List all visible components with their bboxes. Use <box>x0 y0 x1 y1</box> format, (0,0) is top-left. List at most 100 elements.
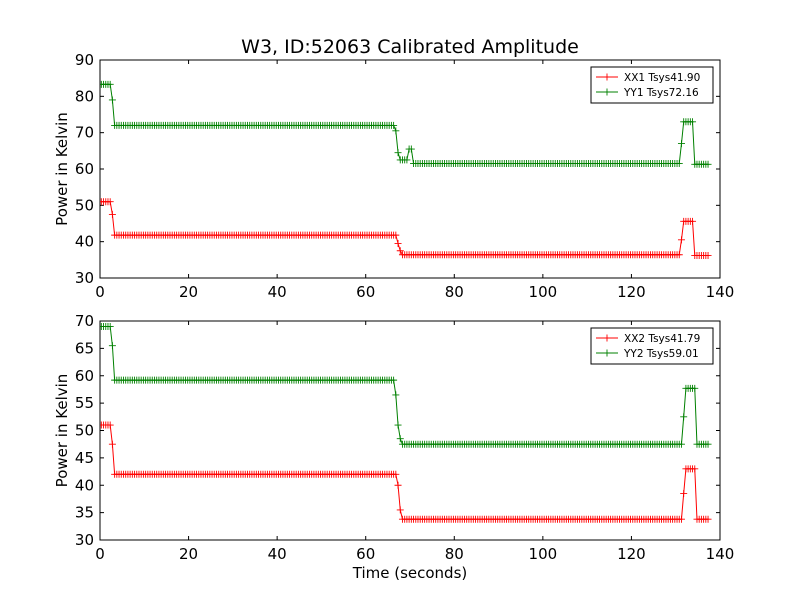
x-tick-label: 0 <box>95 545 105 563</box>
y-tick-label: 40 <box>75 233 94 251</box>
data-point <box>396 247 404 255</box>
top-panel-xx1-yy1: 0 20 40 60 80 100 120 140 30 40 50 60 70 80 90 Power in… <box>53 51 734 301</box>
x-axis-label: Time (seconds) <box>352 564 468 582</box>
data-point <box>394 239 402 247</box>
data-point <box>392 391 400 399</box>
legend-marker <box>603 88 611 96</box>
data-point <box>680 413 688 421</box>
y-tick-label: 80 <box>75 87 94 105</box>
x-tick-label: 60 <box>356 283 375 301</box>
legend-marker <box>603 349 611 357</box>
x-tick-label: 80 <box>445 545 464 563</box>
legend-entry: XX2 Tsys41.79 <box>596 333 700 345</box>
data-point <box>677 440 685 448</box>
x-tick-label: 100 <box>529 545 558 563</box>
legend-box <box>590 327 714 365</box>
data-point <box>704 160 712 168</box>
x-tick-label: 20 <box>179 283 198 301</box>
data-point <box>108 342 116 350</box>
legend: XX1 Tsys41.90 YY1 Tsys72.16 <box>590 66 714 104</box>
data-point <box>390 121 398 129</box>
data-point <box>390 376 398 384</box>
data-point <box>691 384 699 392</box>
y-tick-label: 60 <box>75 367 94 385</box>
plot-area <box>100 322 712 523</box>
legend-label: XX1 Tsys41.90 <box>624 72 700 84</box>
x-tick-label: 40 <box>268 283 287 301</box>
data-point <box>394 421 402 429</box>
data-point <box>680 489 688 497</box>
data-point <box>677 236 685 244</box>
y-tick-label: 30 <box>75 269 94 287</box>
y-tick-label: 70 <box>75 124 94 142</box>
y-tick-label: 40 <box>75 476 94 494</box>
x-tick-label: 40 <box>268 545 287 563</box>
data-point <box>691 465 699 473</box>
data-point <box>394 481 402 489</box>
data-point <box>106 322 114 330</box>
legend-entry: YY2 Tsys59.01 <box>596 348 699 360</box>
legend-box <box>590 66 714 104</box>
data-point <box>704 440 712 448</box>
data-point <box>704 515 712 523</box>
data-point <box>392 127 400 135</box>
data-point <box>689 118 697 126</box>
data-point <box>108 440 116 448</box>
x-tick-label: 60 <box>356 545 375 563</box>
data-point <box>392 231 400 239</box>
y-tick-label: 45 <box>75 449 94 467</box>
legend-label: YY2 Tsys59.01 <box>623 348 699 360</box>
y-tick-label: 35 <box>75 504 94 522</box>
series-xx1 <box>100 198 712 259</box>
y-axis-label: Power in Kelvin <box>53 374 71 488</box>
data-point <box>677 515 685 523</box>
y-tick-label: 65 <box>75 339 94 357</box>
data-point <box>675 251 683 259</box>
data-point <box>677 140 685 148</box>
y-tick-label: 70 <box>75 312 94 330</box>
data-point <box>106 80 114 88</box>
data-point <box>403 156 411 164</box>
bottom-panel-xx2-yy2: 0 20 40 60 80 100 120 140 30 35 40 45 50 55 60 65 70 Powe… <box>53 312 734 563</box>
legend-marker <box>603 334 611 342</box>
x-tick-label: 20 <box>179 545 198 563</box>
legend-marker <box>603 73 611 81</box>
x-tick-label: 120 <box>617 545 646 563</box>
y-tick-label: 90 <box>75 51 94 69</box>
legend: XX2 Tsys41.79 YY2 Tsys59.01 <box>590 327 714 365</box>
plot-area <box>100 80 712 259</box>
y-tick-label: 50 <box>75 422 94 440</box>
data-point <box>396 506 404 514</box>
x-tick-label: 120 <box>617 283 646 301</box>
legend-entry: YY1 Tsys72.16 <box>596 87 699 99</box>
series-xx2 <box>100 421 712 523</box>
data-point <box>704 251 712 259</box>
y-axis-label: Power in Kelvin <box>53 112 71 226</box>
data-point <box>689 217 697 225</box>
y-tick-label: 60 <box>75 160 94 178</box>
series-yy1 <box>100 80 712 168</box>
data-point <box>392 470 400 478</box>
data-point <box>108 96 116 104</box>
x-tick-label: 140 <box>706 283 735 301</box>
y-tick-label: 30 <box>75 531 94 549</box>
legend-label: YY1 Tsys72.16 <box>623 87 699 99</box>
data-point <box>407 145 415 153</box>
data-point <box>396 435 404 443</box>
legend-label: XX2 Tsys41.79 <box>624 333 700 345</box>
x-tick-label: 100 <box>529 283 558 301</box>
y-tick-label: 50 <box>75 196 94 214</box>
data-point <box>108 210 116 218</box>
series-yy2 <box>100 322 712 448</box>
x-tick-label: 140 <box>706 545 735 563</box>
y-tick-label: 55 <box>75 394 94 412</box>
data-point <box>675 160 683 168</box>
data-point <box>394 149 402 157</box>
x-tick-label: 0 <box>95 283 105 301</box>
data-point <box>106 198 114 206</box>
figure-title: W3, ID:52063 Calibrated Amplitude <box>241 36 579 58</box>
legend-entry: XX1 Tsys41.90 <box>596 72 700 84</box>
data-point <box>106 421 114 429</box>
x-tick-label: 80 <box>445 283 464 301</box>
